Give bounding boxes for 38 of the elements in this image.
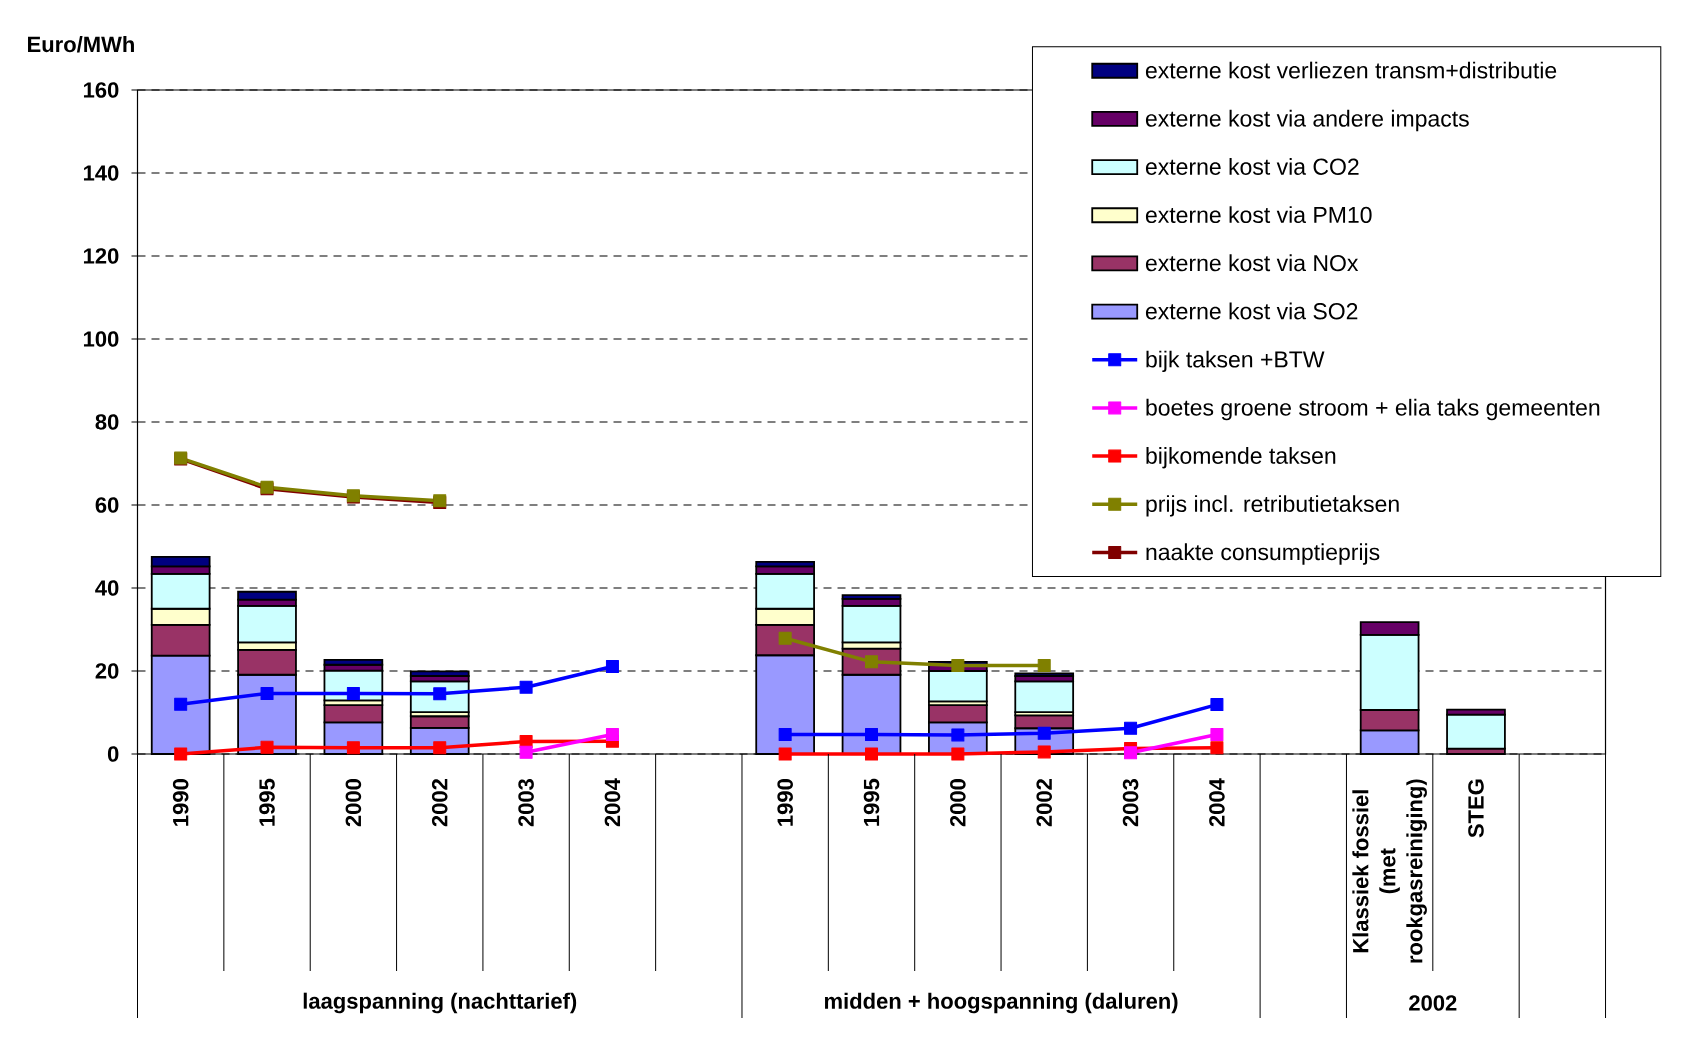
legend-label: prijs incl. retributietaksen: [1146, 495, 1399, 517]
x-tick-label: 2004: [604, 778, 621, 827]
y-tick-label: 140: [83, 165, 119, 181]
x-tick-label: 2003: [518, 779, 534, 827]
y-axis-title: Euro/MWh: [28, 36, 134, 53]
y-tick-label: 100: [83, 331, 119, 347]
text: 2002: [1409, 995, 1457, 1011]
legend-label: naakte consumptieprijs: [1146, 543, 1380, 565]
x-tick-label: Klassiek fossiel (met rookgasreiniging): [1352, 779, 1427, 963]
x-tick-label: 2000: [345, 779, 362, 827]
x-tick-label: 2002: [1036, 779, 1053, 827]
x-tick-label: 1990: [172, 779, 189, 826]
legend-label: bijk taksen +BTW: [1146, 350, 1325, 373]
x-tick-label: STEG: [1468, 779, 1484, 838]
y-tick-label: 160: [83, 82, 119, 98]
y-tick-label: 60: [95, 497, 119, 513]
y-tick-label: 20: [95, 663, 119, 679]
legend-label: boetes groene stroom + elia taks gemeenten: [1146, 398, 1600, 421]
legend-label: bijkomende taksen: [1146, 447, 1336, 469]
x-tick-label: 2004: [1209, 778, 1225, 827]
y-tick-label: 80: [95, 414, 119, 430]
legend-label: externe kost via NOx: [1145, 254, 1359, 272]
x-tick-label: 1990: [777, 779, 793, 826]
text: midden + hoogspanning (daluren): [824, 992, 1178, 1014]
x-tick-label: 1995: [259, 778, 275, 826]
legend-label: externe kost via SO2: [1145, 302, 1358, 320]
legend-label: externe kost verliezen transm+distributie: [1145, 61, 1557, 79]
y-tick-label: 0: [107, 746, 119, 762]
legend-label: externe kost via CO2: [1145, 158, 1359, 175]
legend-label: externe kost via andere impacts: [1145, 109, 1469, 132]
text: laagspanning (nachttarief): [303, 992, 577, 1014]
x-tick-label: 1995: [863, 778, 880, 826]
y-tick-label: 40: [95, 580, 119, 596]
x-tick-label: 2000: [950, 779, 966, 827]
y-tick-label: 120: [83, 248, 119, 264]
x-tick-label: 2002: [431, 779, 448, 827]
x-tick-label: 2003: [1122, 779, 1139, 827]
legend-label: externe kost via PM10: [1145, 206, 1372, 224]
